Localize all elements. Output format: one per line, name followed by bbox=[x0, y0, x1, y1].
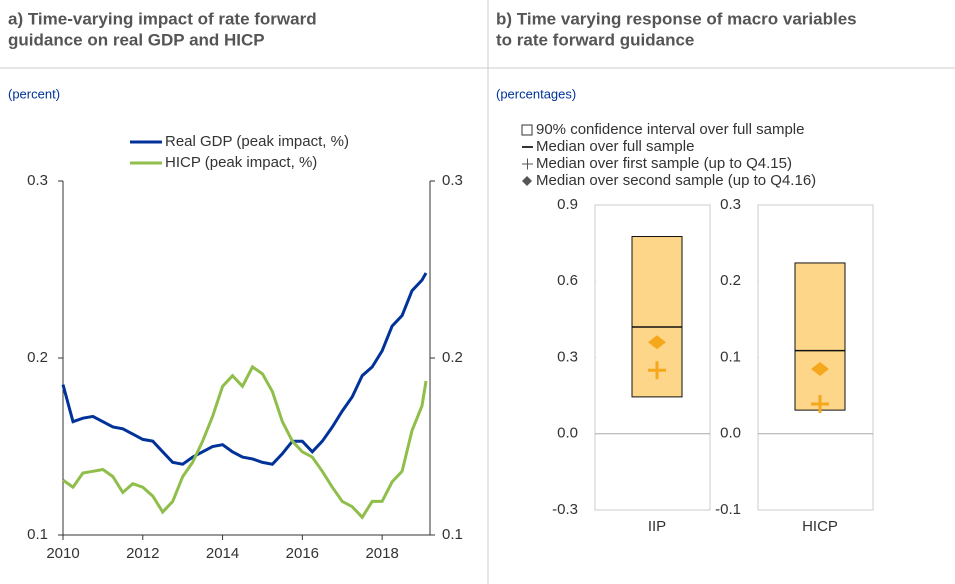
x-tick-label: 2016 bbox=[286, 545, 319, 562]
x-tick-label: 2018 bbox=[365, 545, 398, 562]
legend-swatch bbox=[522, 158, 533, 170]
y-tick-label: -0.3 bbox=[552, 501, 578, 518]
y-tick-label: 0.3 bbox=[27, 172, 48, 189]
legend-label: Median over first sample (up to Q4.15) bbox=[536, 155, 792, 172]
y-tick-label: 0.1 bbox=[720, 348, 741, 365]
panel-title: to rate forward guidance bbox=[496, 30, 694, 49]
series-line bbox=[61, 272, 428, 466]
legend-label: Median over full sample bbox=[536, 138, 694, 155]
x-tick-label: 2012 bbox=[126, 545, 159, 562]
y-tick-label: 0.0 bbox=[557, 425, 578, 442]
category-label: HICP bbox=[802, 518, 838, 535]
y-tick-label: 0.1 bbox=[27, 526, 48, 543]
median-first-marker bbox=[648, 361, 666, 380]
y2-tick-label: 0.3 bbox=[442, 172, 463, 189]
y2-tick-label: 0.2 bbox=[442, 349, 463, 366]
y-tick-label: 0.3 bbox=[557, 348, 578, 365]
legend-label: Median over second sample (up to Q4.16) bbox=[536, 172, 816, 189]
y-tick-label: -0.1 bbox=[715, 501, 741, 518]
legend-label: Real GDP (peak impact, %) bbox=[165, 133, 349, 150]
legend-label: 90% confidence interval over full sample bbox=[536, 121, 804, 138]
y-tick-label: 0.0 bbox=[720, 425, 741, 442]
panel-title: b) Time varying response of macro variab… bbox=[496, 9, 857, 28]
panel-title: a) Time-varying impact of rate forward bbox=[8, 9, 317, 28]
x-tick-label: 2010 bbox=[46, 545, 79, 562]
median-second-marker bbox=[811, 361, 829, 376]
median-first-marker bbox=[811, 395, 829, 414]
x-tick-label: 2014 bbox=[206, 545, 239, 562]
legend-label: HICP (peak impact, %) bbox=[165, 154, 317, 171]
y-tick-label: 0.6 bbox=[557, 272, 578, 289]
legend-swatch bbox=[522, 176, 532, 186]
panel-subtitle: (percentages) bbox=[496, 86, 576, 101]
y-tick-label: 0.2 bbox=[27, 349, 48, 366]
category-label: IIP bbox=[648, 518, 666, 535]
ci-box bbox=[794, 262, 846, 411]
y-tick-label: 0.9 bbox=[557, 196, 578, 213]
y2-tick-label: 0.1 bbox=[442, 526, 463, 543]
y-tick-label: 0.2 bbox=[720, 272, 741, 289]
legend-swatch bbox=[521, 124, 533, 136]
y-tick-label: 0.3 bbox=[720, 196, 741, 213]
panel-title: guidance on real GDP and HICP bbox=[8, 30, 265, 49]
series-line bbox=[62, 364, 428, 520]
median-second-marker bbox=[648, 335, 666, 350]
panel-subtitle: (percent) bbox=[8, 86, 60, 101]
